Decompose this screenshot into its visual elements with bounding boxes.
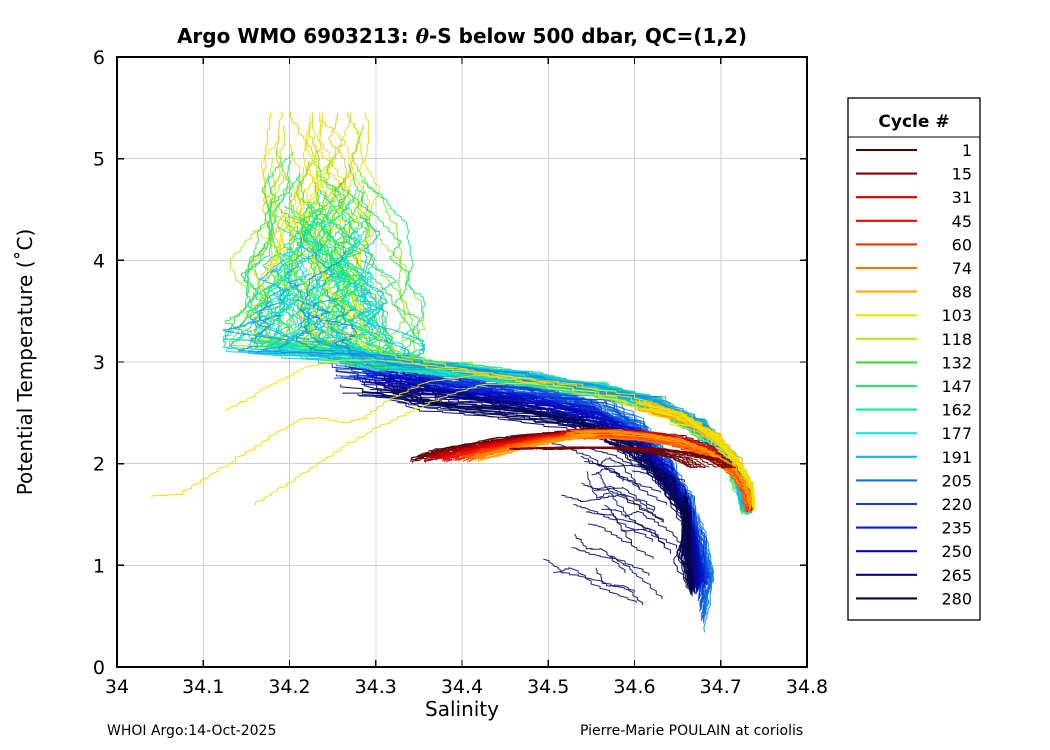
legend-title: Cycle # [878,112,949,132]
profile-trace [480,433,752,509]
x-tick-label: 34.2 [268,676,310,698]
legend-item-label: 88 [952,283,972,302]
y-tick-label: 4 [93,250,105,272]
profile-trace [374,380,695,585]
legend-item-label: 250 [941,542,972,561]
x-tick-label: 34.3 [355,676,397,698]
legend-item-label: 191 [941,448,972,467]
profile-trace [311,308,748,508]
y-axis-label: Potential Temperature (˚C) [13,229,37,496]
legend-item-label: 162 [941,401,972,420]
profile-trace [561,494,664,523]
legend-item-label: 220 [941,495,972,514]
profile-trace [151,374,739,498]
legend-item-label: 265 [941,566,972,585]
footer-right: Pierre-Marie POULAIN at coriolis [580,723,803,739]
x-axis-label: Salinity [425,697,499,721]
profile-trace [631,470,686,508]
legend-item-label: 15 [952,165,972,184]
profile-trace [587,523,654,560]
profile-trace [593,485,663,523]
legend-item-label: 45 [952,212,972,231]
legend-item-label: 132 [941,353,972,372]
legend-item-label: 1 [962,141,972,160]
y-tick-label: 1 [93,555,105,577]
x-tick-label: 34.5 [527,676,569,698]
x-tick-label: 34 [105,676,129,698]
legend-item-label: 205 [941,471,972,490]
y-tick-label: 3 [93,352,105,374]
legend-entries: 1 15 31 45 60 74 88 103 118 132 147 162 177 191 205 220… [856,141,972,608]
legend-item-label: 103 [941,306,972,325]
data-traces [151,111,756,633]
profile-trace [580,455,661,493]
profile-trace [643,406,755,508]
profile-trace [254,382,744,506]
legend-item-label: 60 [952,235,972,254]
x-tick-label: 34.6 [613,676,655,698]
profile-trace [586,446,685,483]
profile-trace [362,389,693,597]
y-tick-label: 6 [93,47,105,69]
profile-trace [597,472,654,512]
profile-trace [526,446,710,468]
profile-trace [581,482,656,511]
legend: Cycle # 11531456074881031181321471621771… [847,97,981,621]
profile-trace [396,387,692,595]
x-tick-label: 34.4 [441,676,483,698]
page-title: Argo WMO 6903213: θ-S below 500 dbar, QC… [177,24,747,48]
x-tick-label: 34.7 [700,676,742,698]
axis-ticks [116,56,808,668]
legend-item-label: 147 [941,377,972,396]
legend-frame [847,97,981,621]
x-tick-label: 34.8 [786,676,828,698]
y-tick-label: 5 [93,149,105,171]
footer-left: WHOI Argo:14-Oct-2025 [107,723,276,739]
profile-trace [599,457,640,489]
legend-item-label: 118 [941,330,972,349]
profile-trace [321,270,746,512]
x-tick-labels: 34 34.1 34.2 34.3 34.4 34.5 34.6 34.7 34.8 [105,676,828,698]
profile-trace [553,567,637,604]
legend-item-label: 31 [952,188,972,207]
profile-trace [583,461,686,490]
legend-item-label: 177 [941,424,972,443]
legend-item-label: 235 [941,519,972,538]
profile-trace [620,527,672,555]
y-tick-label: 2 [93,454,105,476]
profile-trace [571,547,650,577]
profile-trace [549,446,732,468]
profile-trace [253,229,749,493]
y-tick-labels: 0 1 2 3 4 5 6 [93,47,105,679]
profile-trace [573,503,653,542]
profile-trace [574,533,626,574]
profile-trace [225,359,742,481]
profile-trace [298,297,745,512]
profile-trace [295,249,750,509]
profile-trace [386,395,692,587]
profile-trace [624,510,686,547]
legend-item-label: 74 [952,259,972,278]
legend-item-label: 280 [941,589,972,608]
y-tick-label: 0 [93,657,105,679]
x-tick-label: 34.1 [182,676,224,698]
profile-trace [586,471,627,518]
profile-trace [595,567,644,606]
profile-trace [604,504,666,547]
